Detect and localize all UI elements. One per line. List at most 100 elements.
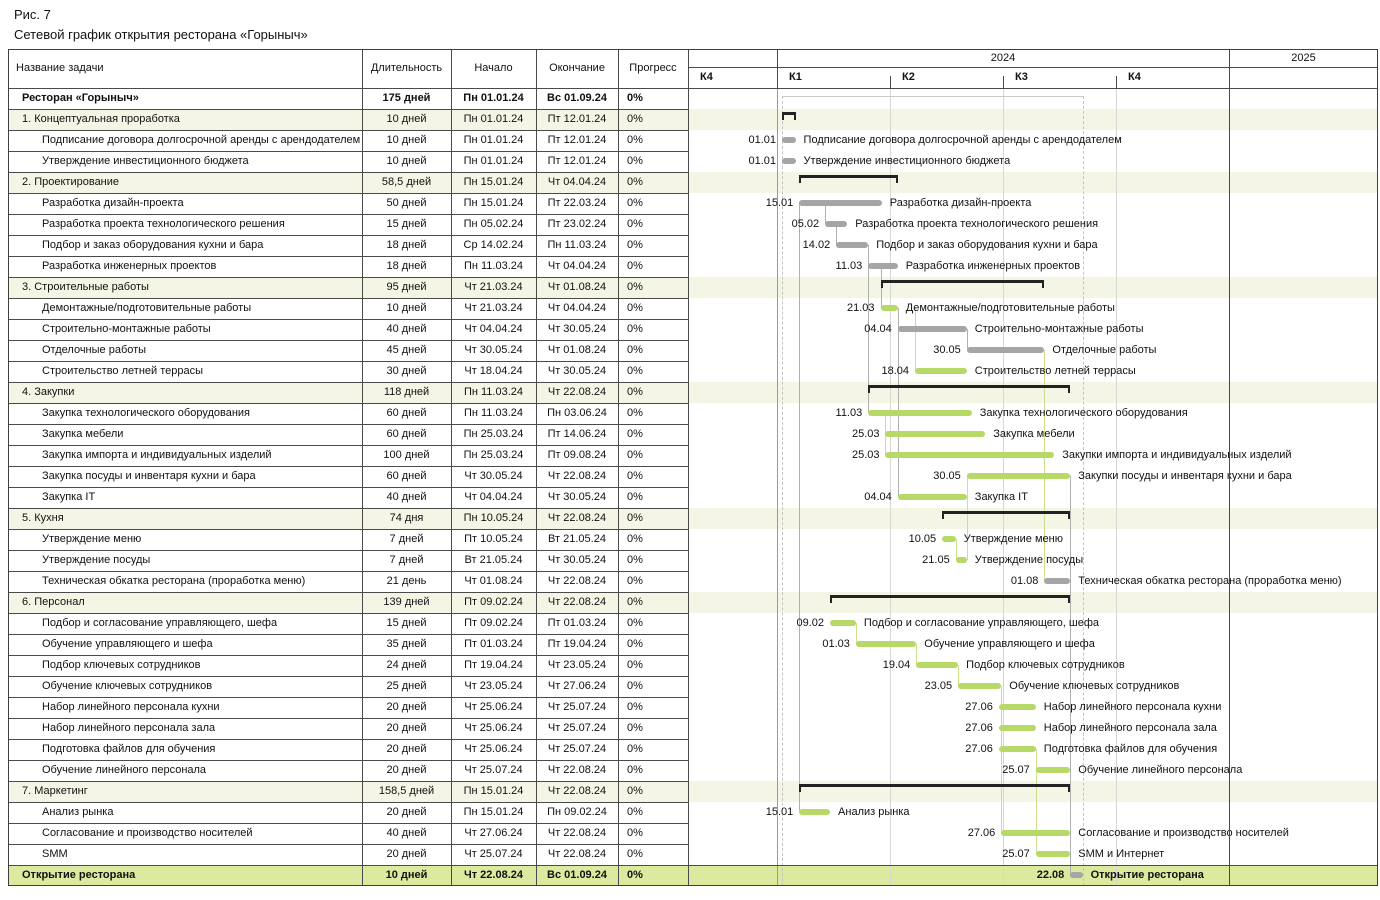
- table-row: Строительство летней террасы 30 дней Чт 18…: [8, 361, 688, 382]
- duration-cell: 40 дней: [386, 323, 427, 335]
- table-row: Открытие ресторана 10 дней Чт 22.08.24 Вс 0…: [8, 865, 688, 886]
- progress-cell: 0%: [627, 638, 643, 650]
- table-row: 5. Кухня 74 дня Пн 10.05.24 Чт 22.08.24 0%: [8, 508, 688, 529]
- row-separator-line: [8, 277, 688, 278]
- duration-cell: 10 дней: [385, 869, 428, 881]
- end-cell: Чт 01.08.24: [547, 281, 607, 293]
- end-cell: Чт 25.07.24: [547, 701, 607, 713]
- progress-cell: 0%: [627, 218, 643, 230]
- gantt-bar: [942, 536, 956, 542]
- row-separator-line: [8, 739, 688, 740]
- start-cell: Пн 10.05.24: [463, 512, 524, 524]
- progress-cell: 0%: [627, 554, 643, 566]
- bar-task-label: Подбор ключевых сотрудников: [966, 659, 1125, 671]
- quarter-tick: [890, 76, 891, 88]
- duration-cell: 21 день: [386, 575, 427, 587]
- row-separator-line: [8, 823, 688, 824]
- name-cell: Строительно-монтажные работы: [42, 323, 211, 335]
- row-separator-line: [8, 109, 688, 110]
- gantt-bar: [1035, 767, 1071, 773]
- progress-cell: 0%: [627, 239, 643, 251]
- header-bottom-line: [8, 88, 1378, 89]
- row-separator-line: [8, 340, 688, 341]
- progress-cell: 0%: [627, 785, 643, 797]
- name-cell: 2. Проектирование: [22, 176, 120, 188]
- table-row: Утверждение посуды 7 дней Вт 21.05.24 Чт 30…: [8, 550, 688, 571]
- duration-cell: 18 дней: [386, 260, 427, 272]
- name-cell: 1. Концептуальная проработка: [22, 113, 180, 125]
- row-separator-line: [8, 130, 688, 131]
- end-cell: Чт 27.06.24: [547, 680, 607, 692]
- table-column-line: [536, 49, 537, 886]
- section-bracket: [868, 385, 1071, 393]
- bar-date-label: 01.08: [1010, 575, 1039, 587]
- name-cell: SMM: [42, 848, 68, 860]
- table-row: Анализ рынка 20 дней Пн 15.01.24 Пн 09.02.2…: [8, 802, 688, 823]
- quarter-gridline: [890, 88, 891, 886]
- row-separator-line: [8, 529, 688, 530]
- bar-task-label: Закупка IT: [974, 491, 1028, 503]
- name-cell: Закупка IT: [42, 491, 96, 503]
- column-header-start: Начало: [474, 62, 513, 74]
- gantt-bar: [955, 557, 967, 563]
- row-separator-line: [8, 382, 688, 383]
- gantt-bar: [885, 431, 986, 437]
- duration-cell: 20 дней: [386, 806, 427, 818]
- end-cell: Чт 22.08.24: [547, 764, 607, 776]
- row-separator-line: [8, 256, 688, 257]
- end-cell: Пт 12.01.24: [547, 113, 607, 125]
- dependency-link: [916, 644, 918, 665]
- progress-cell: 0%: [627, 344, 643, 356]
- duration-cell: 118 дней: [383, 386, 430, 398]
- progress-cell: 0%: [627, 470, 643, 482]
- table-row: Набор линейного персонала кухни 20 дней Чт…: [8, 697, 688, 718]
- name-cell: Обучение ключевых сотрудников: [42, 680, 213, 692]
- table-row: 6. Персонал 139 дней Пт 09.02.24 Чт 22.08.2…: [8, 592, 688, 613]
- start-cell: Пт 09.02.24: [464, 596, 523, 608]
- start-cell: Пн 15.01.24: [463, 785, 524, 797]
- name-cell: Обучение управляющего и шефа: [42, 638, 213, 650]
- bar-task-label: Закупки импорта и индивидуальных изделий: [1062, 449, 1292, 461]
- bar-date-label: 25.07: [1002, 764, 1030, 776]
- gantt-bar: [799, 200, 882, 206]
- gantt-bar: [998, 746, 1036, 752]
- row-separator-line: [8, 676, 688, 677]
- progress-cell: 0%: [627, 869, 643, 881]
- gantt-bar: [885, 452, 1055, 458]
- gantt-bar: [868, 410, 972, 416]
- row-separator-line: [8, 592, 688, 593]
- gantt-bar: [998, 704, 1036, 710]
- name-cell: Закупка мебели: [42, 428, 124, 440]
- start-cell: Пн 25.03.24: [463, 449, 524, 461]
- row-separator-line: [8, 487, 688, 488]
- progress-cell: 0%: [627, 512, 643, 524]
- duration-cell: 15 дней: [386, 218, 427, 230]
- start-cell: Пт 10.05.24: [464, 533, 523, 545]
- duration-cell: 20 дней: [386, 848, 427, 860]
- quarter-gridline: [1003, 88, 1004, 886]
- bar-task-label: Закупка мебели: [993, 428, 1075, 440]
- end-cell: Пт 14.06.24: [547, 428, 607, 440]
- row-separator-line: [8, 802, 688, 803]
- table-row: Обучение ключевых сотрудников 25 дней Чт 2…: [8, 676, 688, 697]
- table-column-line: [618, 49, 619, 886]
- bar-task-label: Закупка технологического оборудования: [979, 407, 1188, 419]
- bar-date-label: 10.05: [908, 533, 937, 545]
- gantt-bar: [998, 725, 1036, 731]
- name-cell: Подписание договора долгосрочной аренды …: [42, 134, 361, 146]
- duration-cell: 95 дней: [386, 281, 427, 293]
- bar-task-label: Утверждение меню: [963, 533, 1063, 545]
- name-cell: Утверждение посуды: [42, 554, 151, 566]
- table-row: Закупка мебели 60 дней Пн 25.03.24 Пт 14.06…: [8, 424, 688, 445]
- dependency-link: [799, 203, 801, 812]
- duration-cell: 7 дней: [389, 554, 424, 566]
- dependency-link: [966, 329, 968, 350]
- quarter-label: К1: [789, 71, 802, 83]
- end-cell: Чт 22.08.24: [547, 827, 607, 839]
- name-cell: Набор линейного персонала зала: [42, 722, 216, 734]
- dependency-link: [966, 476, 968, 560]
- name-cell: Разработка инженерных проектов: [42, 260, 217, 272]
- end-cell: Чт 22.08.24: [547, 785, 607, 797]
- year-2024-gridline: [777, 88, 778, 886]
- bar-task-label: Подписание договора долгосрочной аренды …: [803, 134, 1122, 146]
